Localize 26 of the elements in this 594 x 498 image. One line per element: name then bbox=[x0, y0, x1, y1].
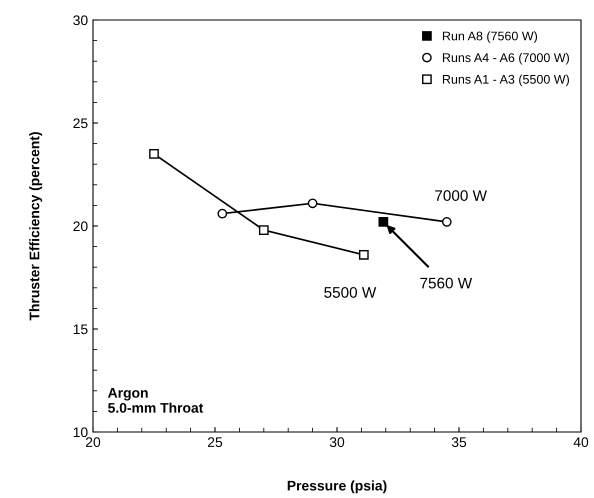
x-tick-label: 30 bbox=[330, 437, 344, 448]
x-tick-label: 40 bbox=[574, 437, 588, 448]
annotation: Argon 5.0-mm Throat bbox=[108, 388, 204, 413]
y-tick-label: 15 bbox=[74, 324, 88, 334]
point bbox=[358, 250, 369, 260]
x-tick-label: 20 bbox=[86, 437, 100, 448]
point bbox=[149, 149, 159, 159]
legend-label: Run A8 (7560 W) bbox=[442, 31, 538, 43]
x-tick-label: 35 bbox=[452, 437, 466, 448]
point bbox=[378, 217, 388, 227]
x-tick-label: 25 bbox=[208, 437, 222, 448]
y-tick-label: 20 bbox=[73, 221, 88, 232]
point bbox=[217, 208, 228, 218]
x-axis-title: Pressure (psia) bbox=[288, 480, 386, 494]
annotation: 5500 W bbox=[324, 287, 376, 298]
annotation: 7000 W bbox=[435, 190, 487, 201]
point bbox=[442, 217, 452, 227]
legend-label: Runs A1 - A3 (5500 W) bbox=[442, 74, 569, 86]
y-tick-label: 10 bbox=[74, 427, 88, 438]
point bbox=[308, 198, 318, 208]
point bbox=[258, 225, 269, 235]
y-axis-title: Thruster Efficiency (percent) bbox=[29, 132, 42, 320]
y-tick-label: 25 bbox=[73, 118, 88, 128]
annotation: 7560 W bbox=[420, 278, 472, 288]
y-tick-label: 30 bbox=[73, 15, 88, 26]
legend-label: Runs A4 - A6 (7000 W) bbox=[442, 52, 569, 65]
